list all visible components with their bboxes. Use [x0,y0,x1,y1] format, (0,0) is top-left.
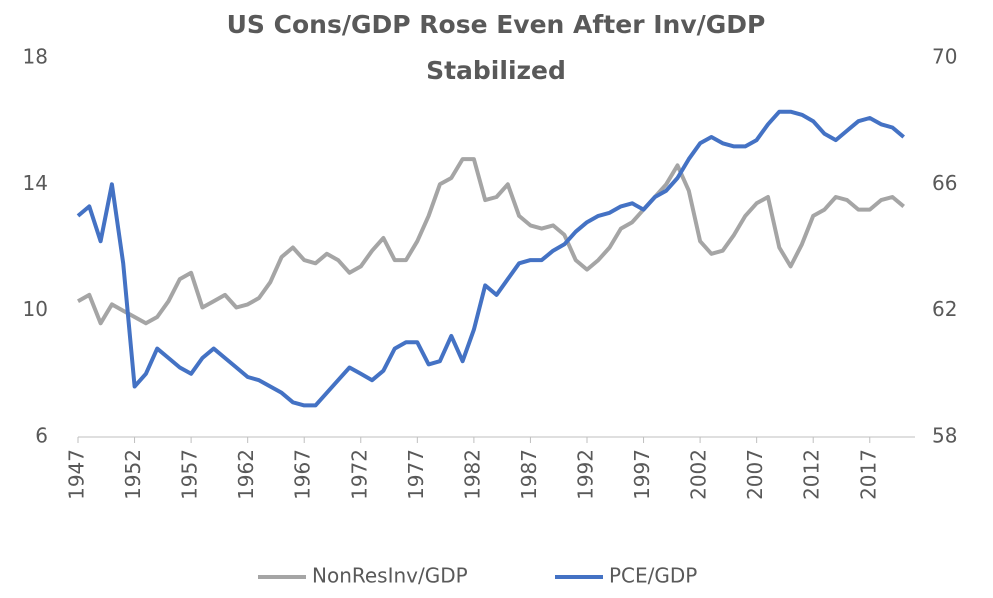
y-tick-label: 18 [23,45,48,69]
legend-label: NonResInv/GDP [312,564,468,588]
x-tick-label: 1987 [517,449,541,500]
x-tick-label: 1972 [347,449,371,500]
x-tick-label: 1947 [65,449,89,500]
y-tick-label: 6 [35,424,48,448]
y-tick-label: 10 [23,297,48,321]
x-tick-label: 2012 [800,449,824,500]
x-tick-label: 1977 [404,449,428,500]
chart-title: Stabilized [426,56,566,85]
x-tick-label: 1997 [630,449,654,500]
y2-tick-label: 66 [932,171,957,195]
y2-tick-label: 70 [932,45,957,69]
x-tick-label: 2007 [743,449,767,500]
x-tick-label: 1992 [573,449,597,500]
x-tick-label: 1962 [234,449,258,500]
x-tick-label: 1952 [121,449,145,500]
legend-label: PCE/GDP [609,564,697,588]
y2-tick-label: 62 [932,297,957,321]
x-tick-label: 2017 [856,449,880,500]
series-line [77,157,905,326]
chart-title: US Cons/GDP Rose Even After Inv/GDP [227,10,766,39]
series-line [76,109,905,408]
x-tick-label: 1967 [291,449,315,500]
x-tick-label: 2002 [687,449,711,500]
y2-tick-label: 58 [932,424,957,448]
x-tick-label: 1957 [178,449,202,500]
x-tick-label: 1982 [460,449,484,500]
y-tick-label: 14 [23,171,48,195]
